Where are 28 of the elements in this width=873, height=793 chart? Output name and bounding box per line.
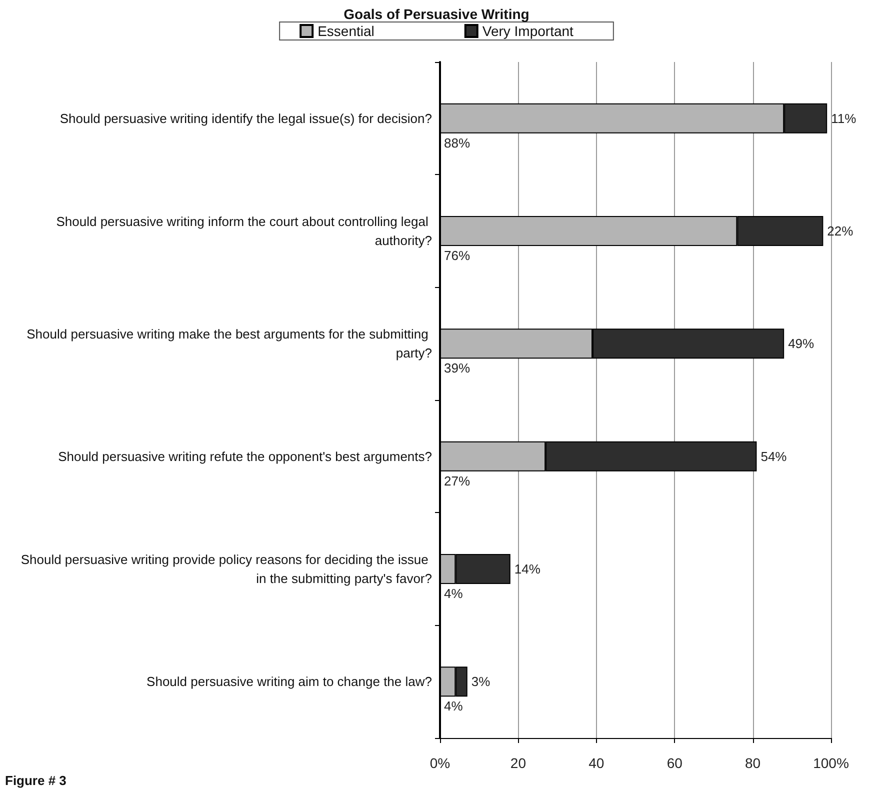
y-tick-label: Should persuasive writing aim to change the law? bbox=[146, 674, 432, 690]
legend-label: Very Important bbox=[482, 23, 574, 39]
data-label: 14% bbox=[514, 562, 541, 576]
data-label: 4% bbox=[444, 698, 464, 714]
y-tick-label: Should persuasive writing identify the legal issue(s) for decision? bbox=[60, 110, 432, 126]
x-tick-label: 0% bbox=[430, 755, 450, 771]
x-tick-label: 20 bbox=[510, 755, 526, 771]
x-tick-label: 60 bbox=[666, 755, 683, 771]
y-tick-label: Should persuasive writing refute the opponent's best arguments? bbox=[58, 448, 432, 464]
data-label: 88% bbox=[444, 135, 470, 150]
y-tick-label: Should persuasive writing make the best arguments for the submitting party? bbox=[26, 326, 432, 361]
data-label: 76% bbox=[444, 248, 470, 263]
text: Figure # 3 bbox=[5, 773, 66, 788]
data-label: 22% bbox=[827, 224, 854, 238]
data-label: 39% bbox=[444, 360, 470, 376]
legend-label: Essential bbox=[318, 23, 374, 39]
y-tick-label: Should persuasive writing provide policy reasons for deciding the issue in the submitting party's favor? bbox=[20, 552, 432, 586]
data-label: 49% bbox=[788, 336, 815, 352]
data-label: 3% bbox=[471, 674, 491, 690]
data-label: 11% bbox=[831, 110, 857, 126]
data-label: 27% bbox=[444, 473, 470, 488]
chart-title: Goals of Persuasive Writing bbox=[344, 6, 530, 22]
data-label: 54% bbox=[760, 448, 788, 464]
x-tick-label: 40 bbox=[588, 755, 604, 771]
y-tick-label: Should persuasive writing inform the court about controlling legal authority? bbox=[56, 214, 432, 248]
x-tick-label: 100% bbox=[813, 755, 849, 771]
data-label: 4% bbox=[444, 586, 464, 601]
x-tick-label: 80 bbox=[745, 755, 761, 771]
